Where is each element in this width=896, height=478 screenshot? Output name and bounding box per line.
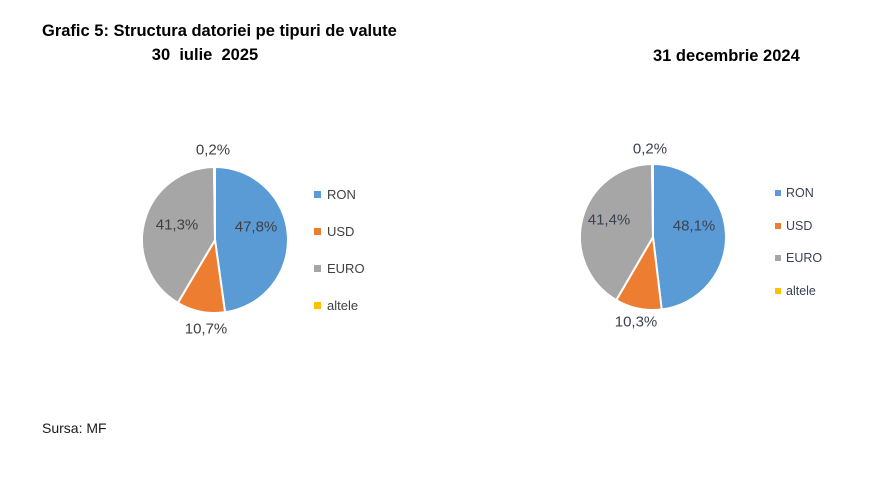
pie-slice-altele xyxy=(213,166,216,241)
legend-left: RON USD EURO altele xyxy=(314,188,365,312)
legend-label-altele: altele xyxy=(327,298,359,313)
legend-marker-ron-icon xyxy=(775,190,781,197)
legend-item-ron: RON xyxy=(775,187,822,200)
pie-slice-ron xyxy=(652,163,727,311)
pie-slice-altele xyxy=(651,163,654,238)
legend-label-ron: RON xyxy=(786,186,814,200)
figure-subtitle-date-right: 31 decembrie 2024 xyxy=(653,47,800,65)
legend-item-euro: EURO xyxy=(314,262,365,275)
legend-label-usd: USD xyxy=(786,218,813,233)
data-label-euro-right: 41,4% xyxy=(587,211,631,229)
legend-item-altele: altele xyxy=(775,283,822,298)
legend-item-altele: altele xyxy=(314,299,365,312)
data-label-altele-right: 0,2% xyxy=(632,140,668,158)
legend-label-usd: USD xyxy=(327,224,355,239)
legend-marker-euro-icon xyxy=(314,265,321,272)
pie-slice-euro xyxy=(579,163,654,302)
data-label-usd-right: 10,3% xyxy=(614,313,658,331)
figure-subtitle-date-left: 30 iulie 2025 xyxy=(151,46,259,64)
legend-item-euro: EURO xyxy=(775,252,822,265)
figure-title: Grafic 5: Structura datoriei pe tipuri d… xyxy=(42,22,397,40)
data-label-euro-left: 41,3% xyxy=(155,216,199,234)
legend-item-ron: RON xyxy=(314,188,365,201)
legend-marker-euro-icon xyxy=(775,255,781,262)
legend-marker-ron-icon xyxy=(314,191,321,198)
legend-marker-usd-icon xyxy=(314,228,321,235)
pie-slice-euro xyxy=(141,166,216,304)
data-label-ron-right: 48,1% xyxy=(672,217,716,235)
data-label-usd-left: 10,7% xyxy=(184,320,228,338)
legend-marker-usd-icon xyxy=(775,222,781,229)
legend-label-ron: RON xyxy=(327,187,356,202)
data-label-ron-left: 47,8% xyxy=(234,218,278,236)
pie-chart-right xyxy=(579,163,727,311)
pie-chart-left xyxy=(141,166,289,314)
source-note: Sursa: MF xyxy=(42,420,107,436)
legend-marker-altele-icon xyxy=(314,302,321,309)
legend-label-euro: EURO xyxy=(786,251,823,265)
legend-label-altele: altele xyxy=(786,283,816,298)
legend-item-usd: USD xyxy=(775,218,822,233)
legend-right: RON USD EURO altele xyxy=(775,187,822,297)
pie-slice-ron xyxy=(214,166,289,314)
legend-marker-altele-icon xyxy=(775,287,781,294)
legend-item-usd: USD xyxy=(314,225,365,238)
data-label-altele-left: 0,2% xyxy=(195,141,231,159)
legend-label-euro: EURO xyxy=(327,261,365,276)
